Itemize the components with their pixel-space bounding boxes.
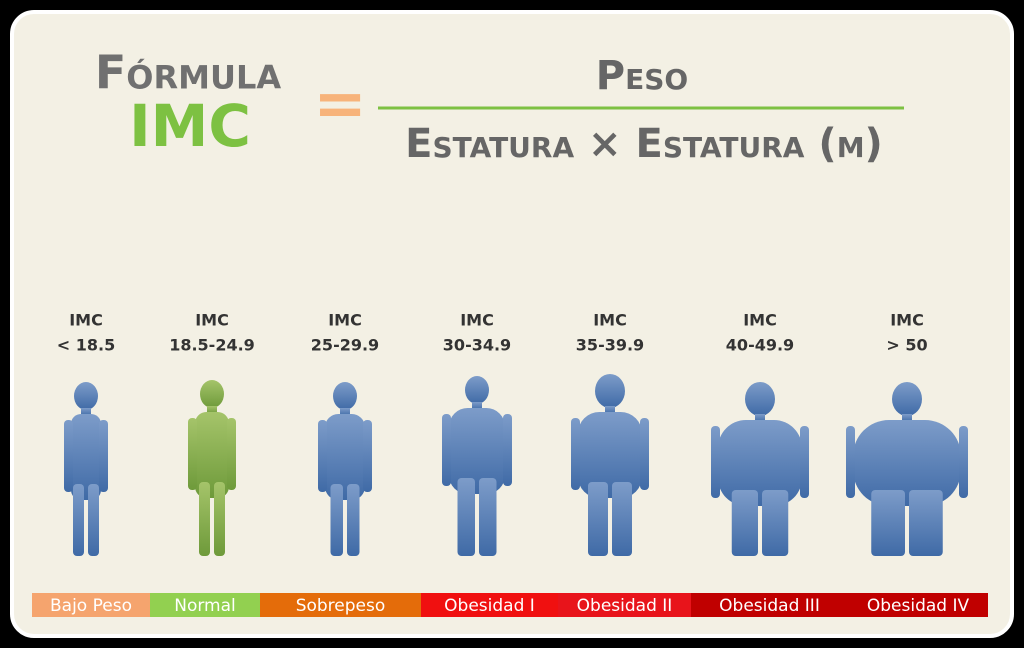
leg-left — [871, 490, 905, 556]
torso — [578, 412, 642, 498]
head — [200, 380, 224, 408]
arm-right — [99, 420, 108, 492]
neck — [472, 402, 482, 410]
neck — [605, 406, 615, 414]
category-label: Obesidad IV — [867, 596, 970, 616]
neck — [81, 408, 91, 416]
arm-left — [846, 426, 855, 498]
category-band — [558, 593, 691, 617]
leg-right — [347, 484, 360, 556]
imc-range: > 50 — [886, 336, 927, 355]
arm-right — [800, 426, 809, 498]
leg-right — [479, 478, 497, 556]
head — [74, 382, 98, 410]
category-band — [848, 593, 988, 617]
category-label: Sobrepeso — [296, 596, 386, 616]
category-band — [150, 593, 260, 617]
category-label: Bajo Peso — [50, 596, 132, 616]
leg-left — [588, 482, 608, 556]
silhouette — [846, 382, 968, 556]
denominator: Estatura × Estatura (m) — [405, 121, 883, 167]
arm-right — [640, 418, 649, 490]
leg-right — [88, 484, 99, 556]
title-word: Fórmula — [95, 46, 281, 100]
category-label: Obesidad II — [577, 596, 673, 616]
arm-left — [64, 420, 73, 492]
arm-right — [227, 418, 236, 490]
category-label: Obesidad I — [444, 596, 535, 616]
imc-label: IMC — [195, 311, 229, 330]
torso — [195, 412, 229, 498]
category-label: Obesidad III — [719, 596, 820, 616]
leg-left — [73, 484, 84, 556]
silhouette — [64, 382, 108, 556]
silhouette — [442, 376, 512, 556]
imc-label: IMC — [328, 311, 362, 330]
arm-right — [503, 414, 512, 486]
arm-right — [363, 420, 372, 492]
neck — [207, 406, 217, 414]
torso — [325, 414, 365, 500]
silhouette — [188, 380, 236, 556]
arm-left — [318, 420, 327, 492]
leg-left — [731, 490, 758, 556]
imc-range: 30-34.9 — [443, 336, 511, 355]
category-label: Normal — [174, 596, 236, 616]
torso — [449, 408, 505, 494]
leg-left — [330, 484, 343, 556]
equals-sign: = — [313, 68, 367, 142]
category-band — [32, 593, 150, 617]
leg-right — [762, 490, 789, 556]
torso — [853, 420, 961, 506]
arm-left — [571, 418, 580, 490]
neck — [902, 414, 912, 422]
head — [745, 382, 775, 416]
head — [333, 382, 357, 410]
category-band — [691, 593, 848, 617]
silhouette — [711, 382, 809, 556]
head — [465, 376, 489, 404]
leg-left — [457, 478, 475, 556]
imc-label: IMC — [460, 311, 494, 330]
category-band — [421, 593, 558, 617]
neck — [755, 414, 765, 422]
imc-range: 40-49.9 — [726, 336, 794, 355]
imc-label: IMC — [890, 311, 924, 330]
silhouette — [318, 382, 372, 556]
torso — [718, 420, 802, 506]
imc-range: 25-29.9 — [311, 336, 379, 355]
leg-right — [909, 490, 943, 556]
imc-range: 18.5-24.9 — [169, 336, 255, 355]
torso — [71, 414, 101, 500]
imc-label: IMC — [69, 311, 103, 330]
imc-label: IMC — [743, 311, 777, 330]
arm-left — [711, 426, 720, 498]
arm-right — [959, 426, 968, 498]
arm-left — [442, 414, 451, 486]
numerator: Peso — [596, 53, 688, 99]
silhouette — [571, 374, 649, 556]
leg-right — [214, 482, 225, 556]
imc-range: < 18.5 — [57, 336, 115, 355]
imc-range: 35-39.9 — [576, 336, 644, 355]
leg-right — [612, 482, 632, 556]
category-band — [260, 593, 421, 617]
head — [595, 374, 625, 408]
arm-left — [188, 418, 197, 490]
neck — [340, 408, 350, 416]
imc-label: IMC — [593, 311, 627, 330]
head — [892, 382, 922, 416]
title-imc: IMC — [129, 92, 251, 160]
leg-left — [199, 482, 210, 556]
